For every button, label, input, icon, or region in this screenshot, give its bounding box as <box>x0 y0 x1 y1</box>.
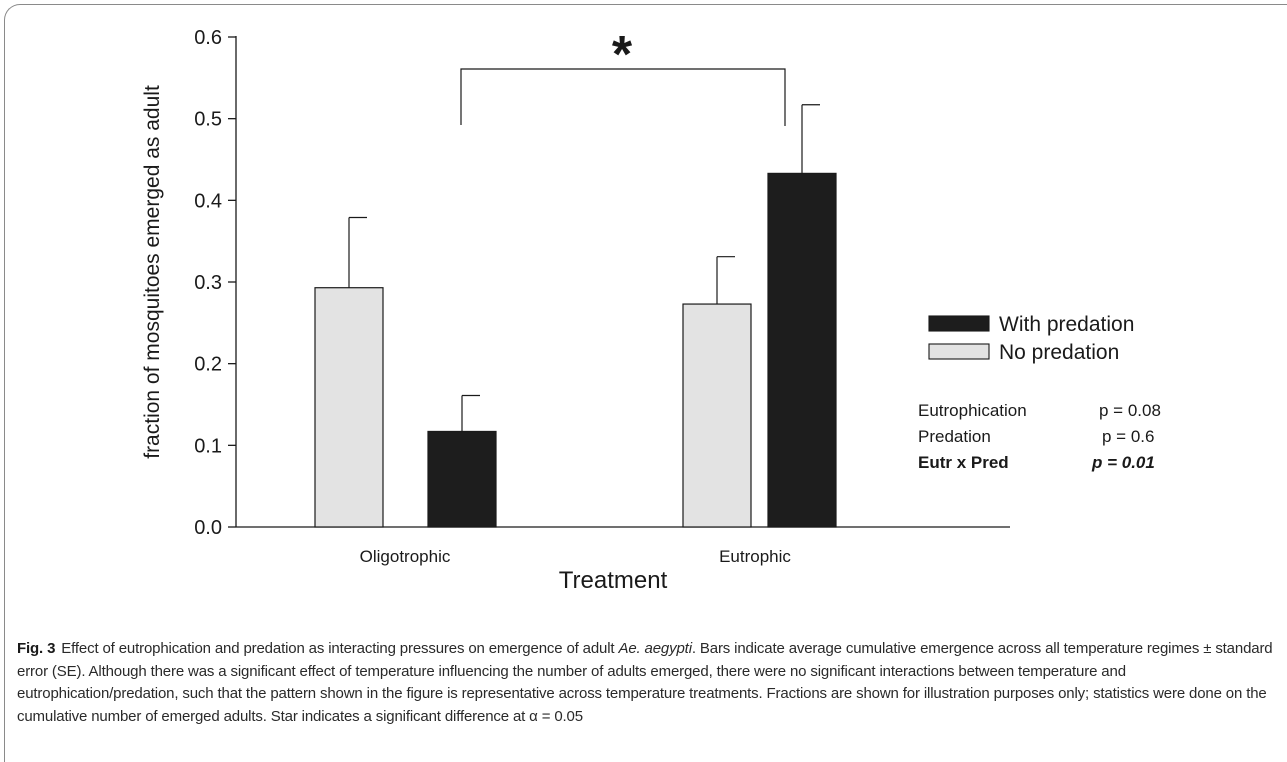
y-tick-label: 0.4 <box>194 190 222 212</box>
significance-star: * <box>612 26 633 84</box>
y-tick-label: 0.6 <box>194 27 222 49</box>
legend-swatch <box>928 315 990 332</box>
y-axis: 0.0 0.1 0.2 0.3 0.4 0.5 0.6 <box>194 27 237 539</box>
legend-swatch <box>928 343 990 360</box>
bar <box>314 287 384 528</box>
caption-text: Effect of eutrophication and predation a… <box>61 640 619 657</box>
y-tick-label: 0.0 <box>194 517 222 539</box>
bar <box>427 430 497 528</box>
statistics-table: Eutrophication p = 0.08 Predation p = 0.6 Eu… <box>918 401 1161 472</box>
significance-bracket: * <box>460 26 786 126</box>
stat-label: Predation <box>918 427 991 446</box>
y-tick-label: 0.2 <box>194 354 222 376</box>
y-axis-label: fraction of mosquitoes emerged as adult <box>141 85 164 459</box>
stat-value: p = 0.08 <box>1099 401 1161 420</box>
bars <box>314 172 837 528</box>
figure-caption: Fig. 3 Effect of eutrophication and preda… <box>17 638 1279 728</box>
x-tick-label: Oligotrophic <box>360 547 451 566</box>
x-tick-label: Eutrophic <box>719 547 791 566</box>
bracket-line <box>460 68 786 126</box>
y-tick-label: 0.5 <box>194 109 222 131</box>
stat-label: Eutrophication <box>918 401 1027 420</box>
legend-label: With predation <box>999 313 1134 336</box>
figure-frame-edge <box>4 735 6 761</box>
bar-chart: 0.0 0.1 0.2 0.3 0.4 0.5 0.6 Oligotrophic Eutrop… <box>141 26 1161 594</box>
y-tick-label: 0.3 <box>194 272 222 294</box>
y-tick-label: 0.1 <box>194 435 222 457</box>
legend-label: No predation <box>999 341 1119 364</box>
figure-frame <box>4 4 1287 762</box>
legend: With predation No predation <box>928 313 1134 364</box>
stat-value: p = 0.01 <box>1091 453 1155 472</box>
error-bars <box>348 104 820 432</box>
caption-species: Ae. aegypti <box>618 640 692 657</box>
x-axis-label: Treatment <box>559 567 668 594</box>
bar <box>682 303 752 528</box>
caption-figure-label: Fig. 3 <box>17 640 56 657</box>
x-axis: Oligotrophic Eutrophic <box>236 526 1010 566</box>
stat-value: p = 0.6 <box>1102 427 1154 446</box>
stat-label: Eutr x Pred <box>918 453 1009 472</box>
bar <box>767 172 837 528</box>
caption-text-rest: . Bars indicate average cumulative emerg… <box>17 640 1273 725</box>
